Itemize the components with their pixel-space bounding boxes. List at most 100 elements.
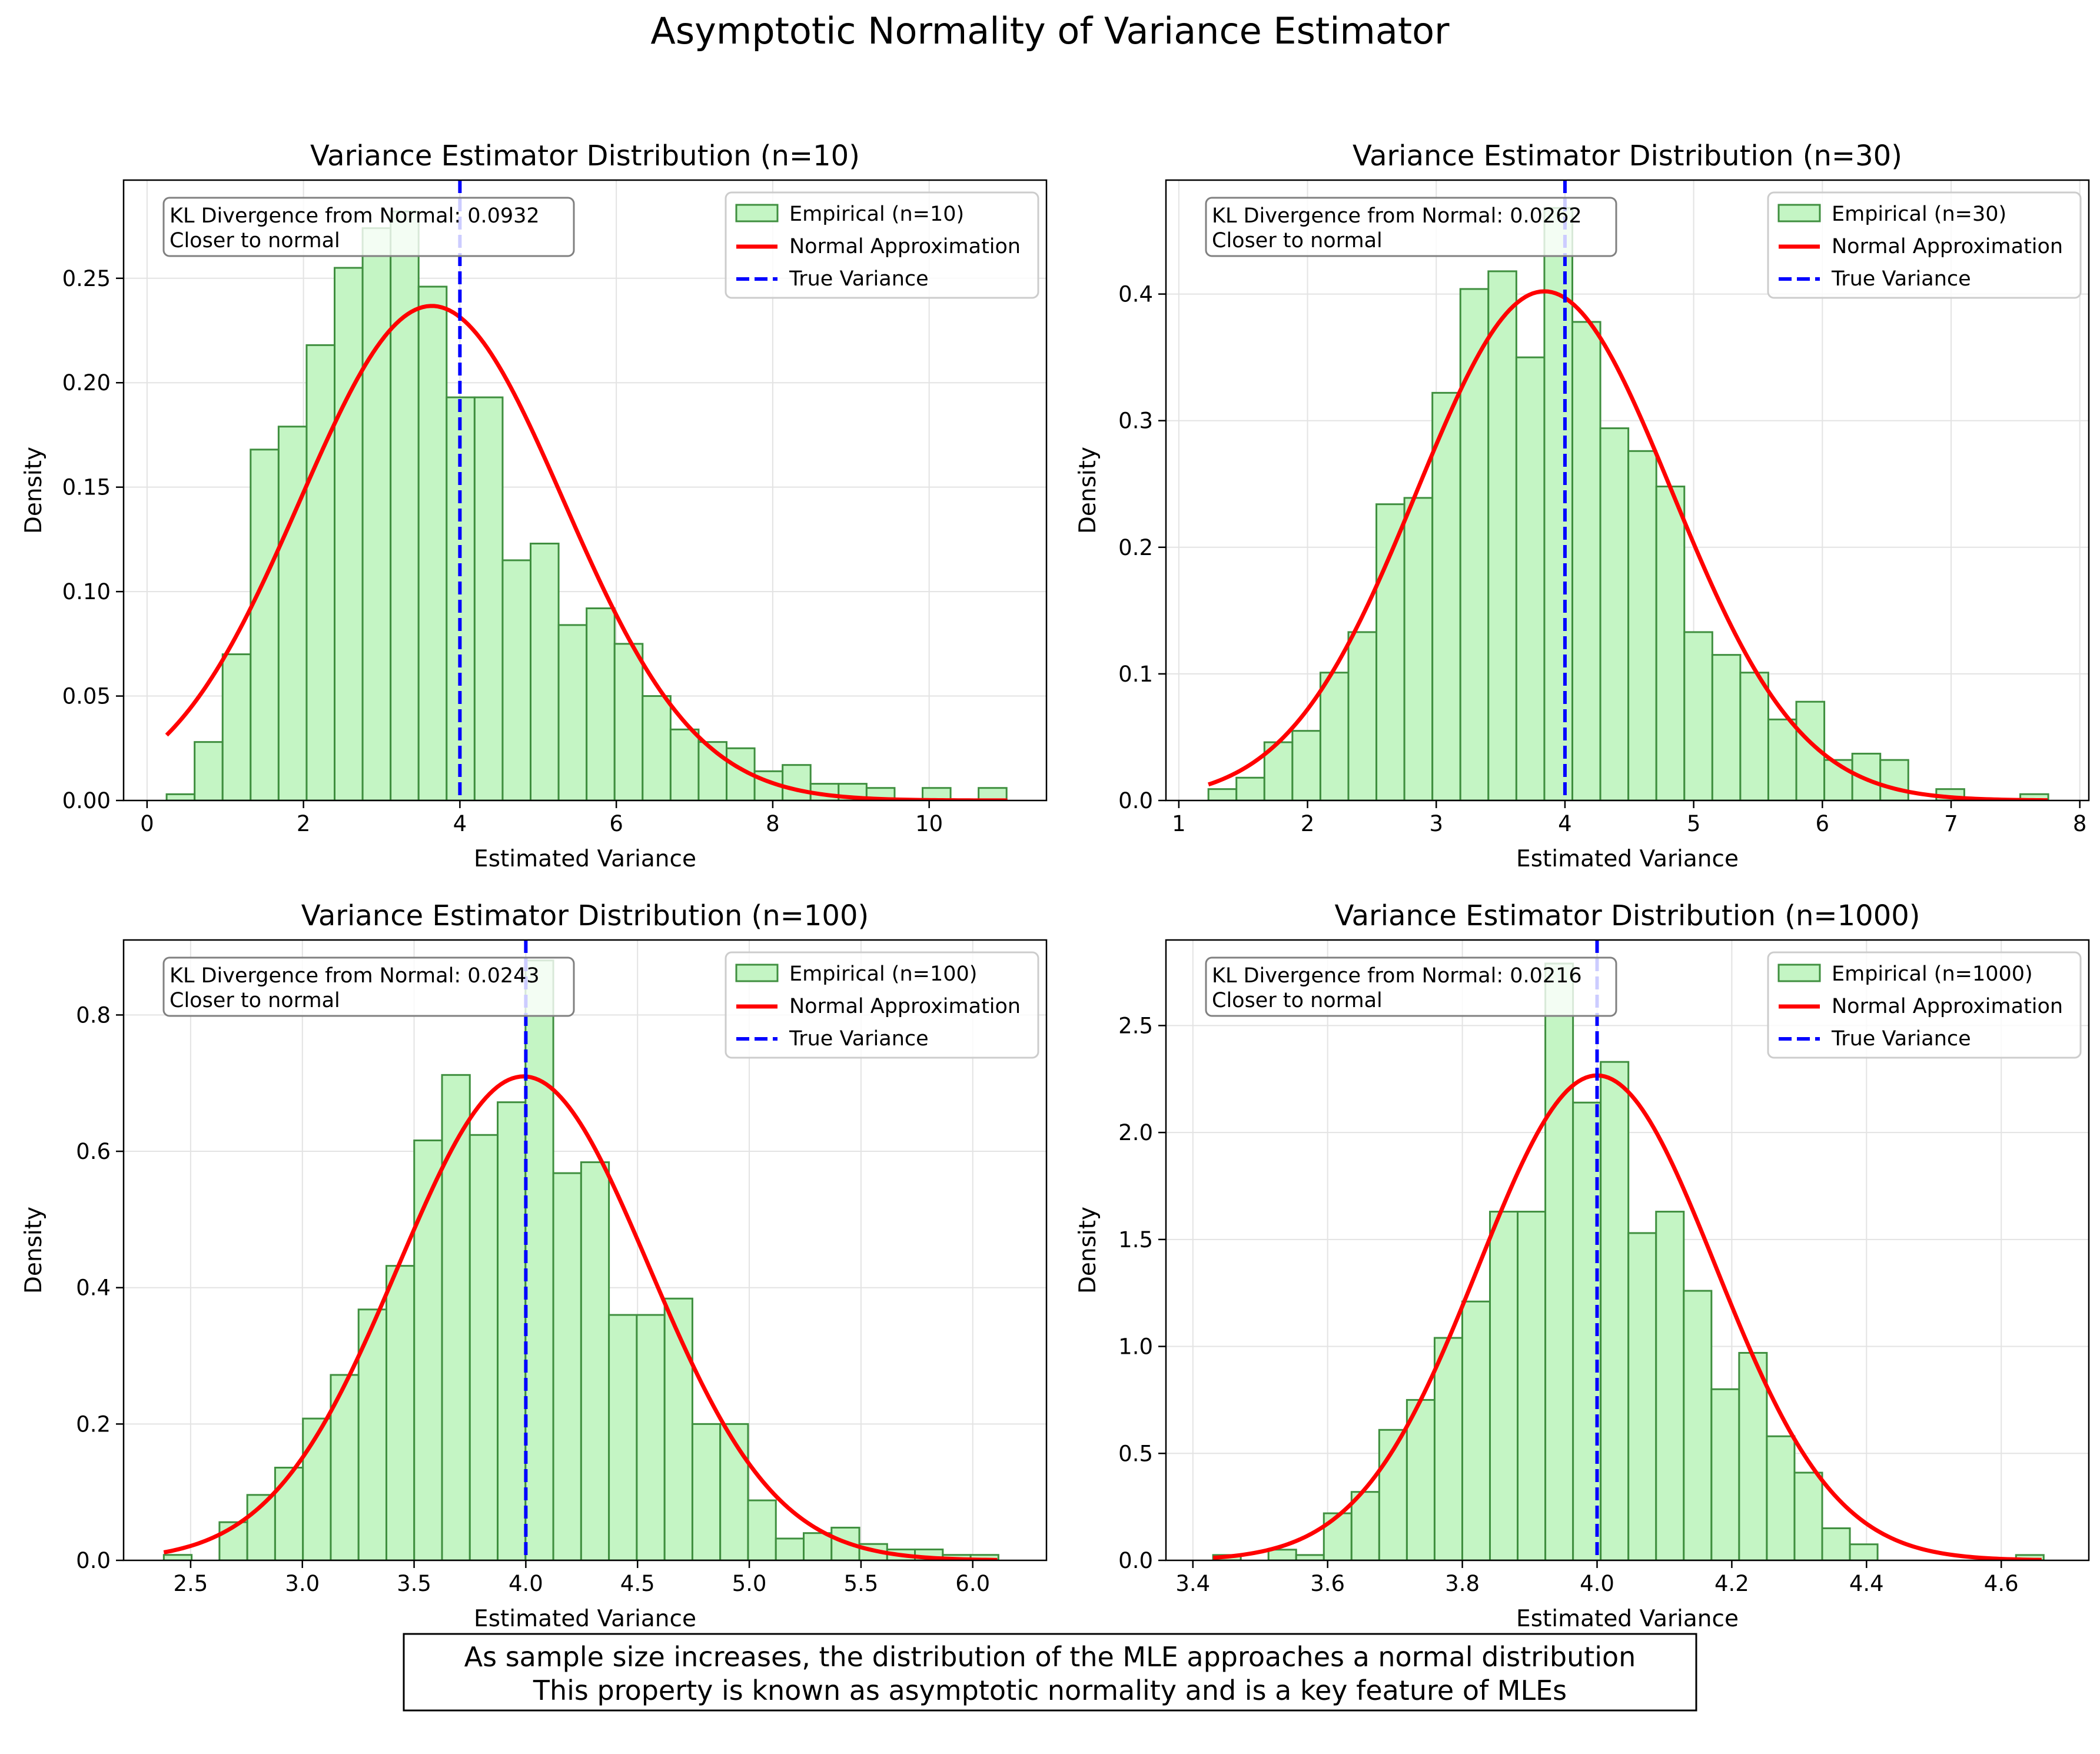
legend-label-normal: Normal Approximation (789, 235, 1021, 258)
axes-frame (1165, 179, 2090, 802)
x-tick-label: 6 (1816, 811, 1830, 836)
y-tick-label: 0.8 (76, 1002, 111, 1028)
legend-label-true: True Variance (789, 267, 929, 291)
histogram-bar (277, 426, 308, 800)
legend-frame (1767, 191, 2082, 299)
x-tick-label: 2 (1301, 811, 1315, 836)
x-tick-label: 3.5 (397, 1571, 431, 1596)
histogram-bar (165, 793, 196, 800)
histogram-bar (357, 1308, 387, 1560)
chart-panel-2: 1 2 3 4 5 6 7 8 0.0 0.1 0.2 0.3 0.4 Variance Estimato… (1075, 139, 2090, 872)
histogram-bar (1433, 1337, 1463, 1560)
kl-divergence-text: KL Divergence from Normal: 0.0932 (170, 204, 540, 228)
x-tick-label: 2.5 (173, 1571, 208, 1596)
x-tick-label: 6.0 (955, 1571, 990, 1596)
histogram-bar (1461, 1300, 1491, 1560)
x-tick-label: 2 (297, 811, 311, 836)
x-tick-label: 4.5 (620, 1571, 655, 1596)
histogram-bar (530, 542, 560, 800)
closer-to-normal-text: Closer to normal (170, 229, 340, 253)
axes-frame (1165, 939, 2090, 1562)
y-tick-label: 0.3 (1118, 408, 1153, 434)
caption-frame (403, 1633, 1697, 1712)
y-tick-label: 0.0 (1118, 788, 1153, 813)
kl-annotation-box (1205, 956, 1617, 1017)
histogram-bar (1295, 1554, 1325, 1560)
legend-label-empirical: Empirical (n=1000) (1832, 962, 2033, 986)
panels: 0 2 4 6 8 100.000.050.100.150.200.25Variance … (21, 139, 2090, 1632)
histogram-bar (642, 695, 672, 800)
histogram-bar (747, 1499, 777, 1560)
plot-area (1207, 180, 2049, 800)
axes-frame (122, 939, 1048, 1562)
histogram-bar (1655, 1211, 1685, 1560)
histogram-bar (636, 1314, 666, 1560)
x-tick-label: 10 (915, 811, 943, 836)
histogram-bar (719, 1423, 749, 1560)
x-axis-label: Estimated Variance (1516, 846, 1739, 872)
y-axis-label: Density (1075, 1207, 1101, 1294)
kl-annotation-box (162, 956, 575, 1017)
y-tick-label: 0.5 (1118, 1441, 1153, 1466)
plot-area (162, 940, 999, 1560)
plot-area (165, 180, 1008, 800)
y-tick-label: 0.15 (62, 475, 111, 500)
y-axis-label: Density (21, 1207, 47, 1294)
kl-annotation-box (1205, 197, 1617, 257)
histogram-bar (1517, 1211, 1547, 1560)
legend: Empirical (n=10) Normal Approximation True… (725, 191, 1039, 299)
histogram-bar (669, 728, 700, 800)
histogram-bar (552, 1172, 582, 1560)
legend-label-true: True Variance (1831, 1027, 1971, 1051)
kl-annotation: KL Divergence from Normal: 0.0243Closer … (162, 956, 575, 1017)
histogram-bar (1543, 207, 1574, 800)
caption-box: As sample size increases, the distributi… (403, 1633, 1697, 1712)
histogram-bar (1821, 1527, 1851, 1560)
legend-label-empirical: Empirical (n=100) (789, 962, 977, 986)
closer-to-normal-text: Closer to normal (1212, 989, 1383, 1012)
histogram-bar (1350, 1491, 1380, 1560)
y-axis-label: Density (1075, 447, 1101, 534)
x-tick-label: 3.6 (1310, 1571, 1345, 1596)
kl-divergence-text: KL Divergence from Normal: 0.0262 (1212, 204, 1582, 228)
histogram-bar (557, 624, 588, 800)
histogram-bar (1235, 776, 1265, 800)
histogram-bar (1459, 288, 1490, 800)
x-tick-label: 4.0 (509, 1571, 543, 1596)
histogram-bar (302, 1417, 332, 1560)
histogram-bar (334, 267, 364, 800)
x-tick-label: 3.4 (1175, 1571, 1210, 1596)
histogram-bar (1655, 486, 1686, 800)
chart-panel-3: 2.5 3.0 3.5 4.0 4.5 5.0 5.5 6.0 0.0 0.2 0.4 0.6 0.8 V… (21, 899, 1048, 1632)
legend-swatch-empirical (1777, 964, 1821, 982)
histogram-bar (1375, 503, 1405, 800)
kl-annotation: KL Divergence from Normal: 0.0216Closer … (1205, 956, 1617, 1017)
histogram-bar (613, 643, 644, 800)
histogram-bar (1515, 356, 1546, 800)
histogram-bar (1323, 1512, 1353, 1560)
x-tick-label: 4 (453, 811, 467, 836)
legend-label-true: True Variance (1831, 267, 1971, 291)
histogram-bar (1207, 788, 1238, 800)
histogram-bar (194, 741, 224, 800)
histogram-bar (1291, 730, 1321, 800)
histogram-bar (663, 1297, 693, 1560)
histogram-bar (1710, 1388, 1740, 1560)
y-tick-label: 0.4 (1118, 282, 1153, 307)
x-tick-label: 4.6 (1984, 1571, 2019, 1596)
y-tick-label: 0.25 (62, 266, 111, 291)
histogram-bar (305, 344, 336, 800)
legend-label-normal: Normal Approximation (1832, 235, 2063, 258)
histogram-bar (1431, 391, 1461, 800)
legend-frame (725, 191, 1039, 299)
y-tick-label: 0.1 (1118, 662, 1153, 687)
y-tick-label: 0.4 (76, 1275, 111, 1301)
panel-title: Variance Estimator Distribution (n=100) (301, 899, 869, 932)
histogram-bar (274, 1466, 304, 1560)
histogram-bar (1405, 1398, 1436, 1560)
y-tick-label: 0.10 (62, 579, 111, 604)
y-axis-label: Density (21, 447, 47, 534)
normal-approximation-curve (1208, 289, 2048, 800)
panel-title: Variance Estimator Distribution (n=10) (310, 139, 860, 172)
histogram-bar (1766, 1435, 1796, 1560)
